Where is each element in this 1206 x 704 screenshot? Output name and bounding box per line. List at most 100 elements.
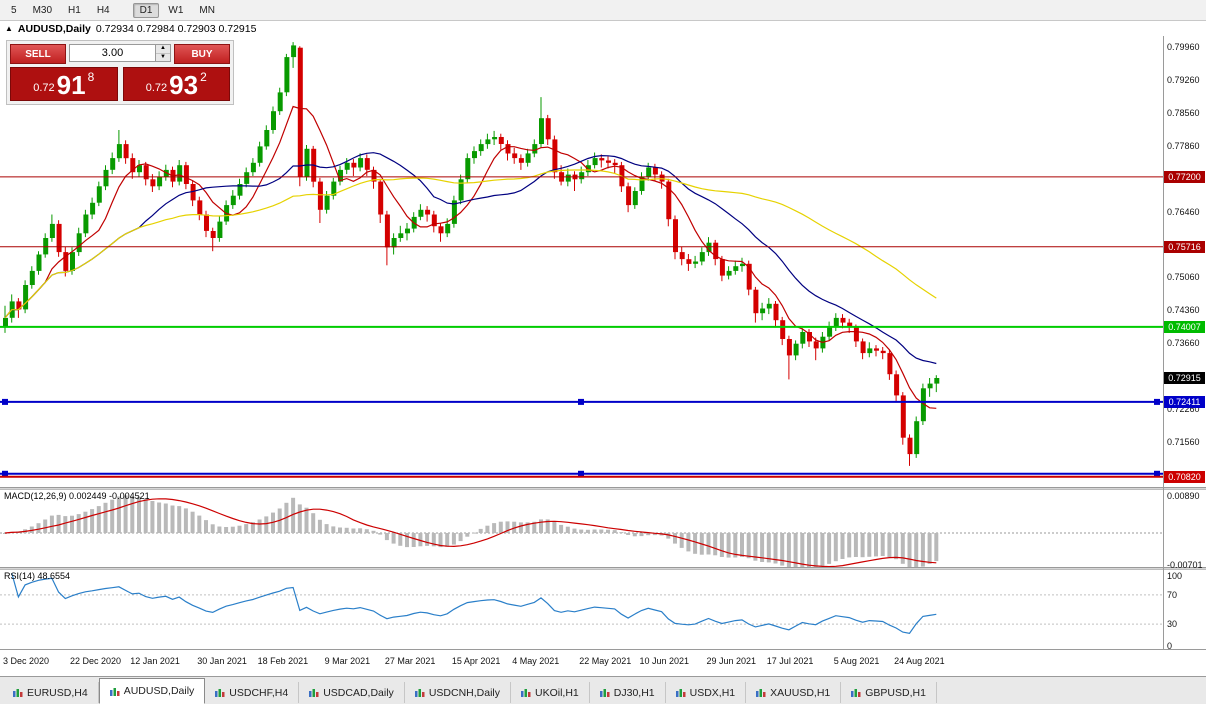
candlestick-chart-area[interactable] [0,36,1163,487]
buy-price-box[interactable]: 0.72 93 2 [122,67,230,101]
chart-tab-xauusd[interactable]: XAUUSD,H1 [746,682,842,703]
tab-label: GBPUSD,H1 [865,686,926,699]
tab-label: AUDUSD,Daily [123,685,195,697]
price-tick: 0.71560 [1167,436,1200,447]
volume-up-icon[interactable]: ▲ [156,45,170,54]
chart-tab-gbpusd[interactable]: GBPUSD,H1 [841,682,937,703]
sell-price-box[interactable]: 0.72 91 8 [10,67,118,101]
date-tick-label: 18 Feb 2021 [257,656,309,666]
date-tick-label: 9 Mar 2021 [324,656,371,666]
sell-button[interactable]: SELL [10,44,66,64]
mini-chart-icon [13,689,23,697]
chart-tab-usdx[interactable]: USDX,H1 [666,682,747,703]
rsi-indicator-label: RSI(14) 48.6554 [4,571,71,581]
date-tick-label: 4 May 2021 [512,656,560,666]
one-click-toggle-icon[interactable]: ▲ [5,23,13,33]
hline-price-label: 0.77200 [1164,170,1205,183]
chart-tab-ukoil[interactable]: UKOil,H1 [511,682,590,703]
date-tick-label: 22 Dec 2020 [70,656,122,666]
rsi-axis-label: 30 [1167,619,1178,630]
hline-price-label: 0.72411 [1164,395,1205,408]
rsi-svg [0,572,1163,634]
volume-down-icon[interactable]: ▼ [156,53,170,61]
chart-tab-bar: EURUSD,H4 AUDUSD,Daily USDCHF,H4 USDCAD,Dai… [0,676,1206,704]
panel-separator[interactable] [0,567,1206,570]
chart-ohlc-values: 0.72934 0.72984 0.72903 0.72915 [95,22,257,35]
timeframe-button-5[interactable]: 5 [11,4,17,16]
price-tick: 0.79260 [1167,75,1200,86]
mini-chart-icon [309,689,319,697]
price-tick: 0.78560 [1167,108,1200,119]
macd-panel[interactable] [0,490,1163,569]
chart-tab-usdcad[interactable]: USDCAD,Daily [299,682,405,703]
price-tick: 0.75060 [1167,272,1200,283]
timeframe-button-h1[interactable]: H1 [68,4,81,16]
panel-separator[interactable] [0,487,1206,490]
mini-chart-icon [675,689,686,697]
timeframe-button-h4[interactable]: H4 [96,4,110,16]
rsi-axis-label: 100 [1167,571,1183,581]
timeframe-button-w1[interactable]: W1 [168,4,184,16]
volume-value[interactable]: 3.00 [101,47,124,59]
tab-label: XAUUSD,H1 [770,686,831,699]
chart-tab-usdchf[interactable]: USDCHF,H4 [205,682,300,703]
date-tick-label: 24 Aug 2021 [894,656,945,666]
mini-chart-icon [851,689,861,697]
hline-price-label: 0.74007 [1164,320,1205,333]
date-axis-separator [0,649,1206,650]
macd-axis-label: -0.00701 [1167,559,1203,570]
hline-price-label: 0.70820 [1164,470,1205,483]
timeframe-button-d1[interactable]: D1 [132,2,160,18]
mini-chart-icon [599,689,610,697]
mini-chart-icon [109,687,120,696]
price-tick: 0.79960 [1167,42,1200,53]
date-tick-label: 29 Jun 2021 [706,656,757,666]
chart-tab-audusd[interactable]: AUDUSD,Daily [98,678,206,704]
mini-chart-icon [414,689,425,697]
tab-label: DJ30,H1 [613,686,655,699]
rsi-axis-label: 70 [1167,589,1178,600]
timeframe-button-mn[interactable]: MN [199,4,215,16]
sell-price-point: 8 [87,70,95,84]
chart-tab-usdcnh[interactable]: USDCNH,Daily [405,682,511,703]
date-tick-label: 30 Jan 2021 [197,656,247,666]
price-tick: 0.72260 [1167,404,1200,414]
chart-tab-eurusd[interactable]: EURUSD,H4 [3,682,99,703]
macd-axis-label: 0.00890 [1167,491,1200,501]
rsi-axis-label: 0 [1167,641,1173,651]
timeframe-toolbar: 5 M30 H1 H4 D1 W1 MN [0,0,1206,21]
price-tick: 0.73660 [1167,338,1200,349]
date-tick-label: 10 Jun 2021 [639,656,690,666]
volume-field[interactable]: 3.00 ▲ ▼ [69,44,171,62]
price-tick: 0.74360 [1167,305,1200,316]
tab-label: UKOil,H1 [535,686,579,699]
macd-indicator-label: MACD(12,26,9) 0.002449 -0.004521 [4,491,150,501]
one-click-trading-panel: SELL 3.00 ▲ ▼ BUY 0.72 91 8 0.72 93 2 [6,40,234,105]
price-axis-border [1163,36,1164,649]
rsi-panel[interactable] [0,570,1163,649]
candlestick-svg [0,42,1163,478]
tab-label: USDCHF,H4 [229,686,289,699]
hline-price-label: 0.75716 [1164,240,1205,253]
buy-button[interactable]: BUY [174,44,230,64]
date-tick-label: 22 May 2021 [579,656,632,666]
tab-label: USDX,H1 [689,686,736,699]
mini-chart-icon [215,689,225,697]
date-tick-label: 3 Dec 2020 [3,656,50,666]
timeframe-button-m30[interactable]: M30 [32,4,53,16]
sell-price-pips: 91 [56,70,86,100]
mini-chart-icon [756,689,766,697]
date-tick-label: 12 Jan 2021 [130,656,180,666]
chart-title: AUDUSD,Daily [17,22,91,35]
tab-label: EURUSD,H4 [27,686,88,699]
date-tick-label: 15 Apr 2021 [451,656,501,666]
chart-tab-dj30[interactable]: DJ30,H1 [590,682,666,703]
macd-svg [0,495,1163,569]
volume-stepper: ▲ ▼ [155,45,170,61]
price-tick: 0.77860 [1167,140,1200,151]
date-tick-label: 27 Mar 2021 [384,656,436,666]
buy-price-prefix: 0.72 [145,82,168,94]
chart-title-bar: ▲ AUDUSD,Daily 0.72934 0.72984 0.72903 0… [0,21,256,36]
mini-chart-icon [521,689,531,697]
